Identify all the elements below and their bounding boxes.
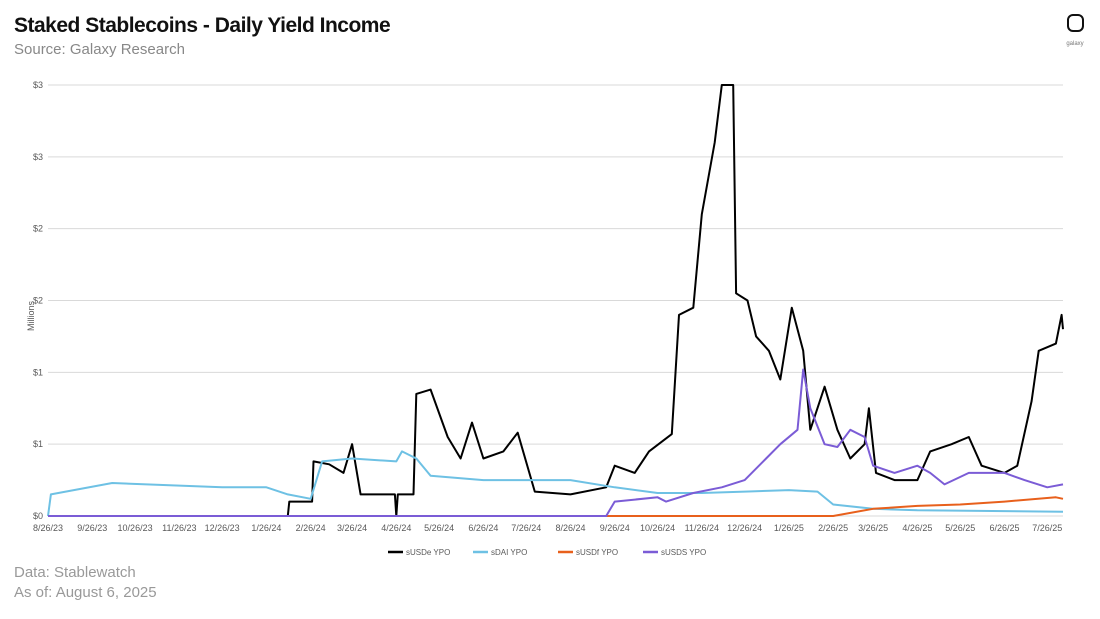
x-tick-label: 9/26/23: [77, 523, 107, 533]
y-tick-label: $2: [33, 296, 43, 306]
x-tick-label: 10/26/24: [640, 523, 675, 533]
series-line-susds-ypo: [48, 368, 1064, 517]
x-tick-label: 4/26/24: [381, 523, 411, 533]
x-tick-label: 6/26/25: [989, 523, 1019, 533]
x-tick-label: 2/26/24: [296, 523, 326, 533]
y-tick-label: $0: [33, 511, 43, 521]
galaxy-logo-icon: [1067, 14, 1084, 32]
x-tick-label: 12/26/24: [727, 523, 762, 533]
legend-label: sUSDS YPO: [661, 548, 706, 557]
chart-title: Staked Stablecoins - Daily Yield Income: [14, 14, 391, 37]
y-axis-label: Millions: [26, 301, 36, 332]
x-tick-label: 12/26/23: [205, 523, 240, 533]
series-line-sdai-ypo: [47, 450, 1064, 517]
x-tick-label: 6/26/24: [468, 523, 498, 533]
legend-label: sDAI YPO: [491, 548, 527, 557]
as-of-date: As of: August 6, 2025: [14, 584, 157, 601]
x-tick-label: 10/26/23: [118, 523, 153, 533]
chart-subtitle: Source: Galaxy Research: [14, 41, 185, 58]
series-line-susdf-ypo: [48, 496, 1064, 517]
data-source: Data: Stablewatch: [14, 564, 136, 581]
x-tick-label: 1/26/25: [774, 523, 804, 533]
x-tick-label: 3/26/25: [858, 523, 888, 533]
y-tick-label: $3: [33, 152, 43, 162]
x-tick-label: 4/26/25: [902, 523, 932, 533]
x-tick-label: 11/26/24: [685, 523, 719, 533]
x-tick-label: 8/26/24: [555, 523, 585, 533]
x-tick-label: 2/26/25: [818, 523, 848, 533]
galaxy-logo: galaxy: [1060, 12, 1090, 47]
legend-label: sUSDf YPO: [576, 548, 618, 557]
x-tick-label: 3/26/24: [337, 523, 367, 533]
x-tick-label: 7/26/25: [1032, 523, 1062, 533]
x-tick-label: 9/26/24: [600, 523, 630, 533]
y-tick-label: $2: [33, 224, 43, 234]
x-tick-label: 11/26/23: [162, 523, 196, 533]
x-tick-label: 5/26/24: [424, 523, 454, 533]
x-tick-label: 7/26/24: [511, 523, 541, 533]
y-tick-label: $1: [33, 367, 43, 377]
legend-label: sUSDe YPO: [406, 548, 450, 557]
logo-text: galaxy: [1066, 41, 1084, 47]
y-tick-label: $1: [33, 439, 43, 449]
x-tick-label: 1/26/24: [251, 523, 281, 533]
x-tick-label: 8/26/23: [33, 523, 63, 533]
x-tick-label: 5/26/25: [945, 523, 975, 533]
y-tick-label: $3: [33, 80, 43, 90]
